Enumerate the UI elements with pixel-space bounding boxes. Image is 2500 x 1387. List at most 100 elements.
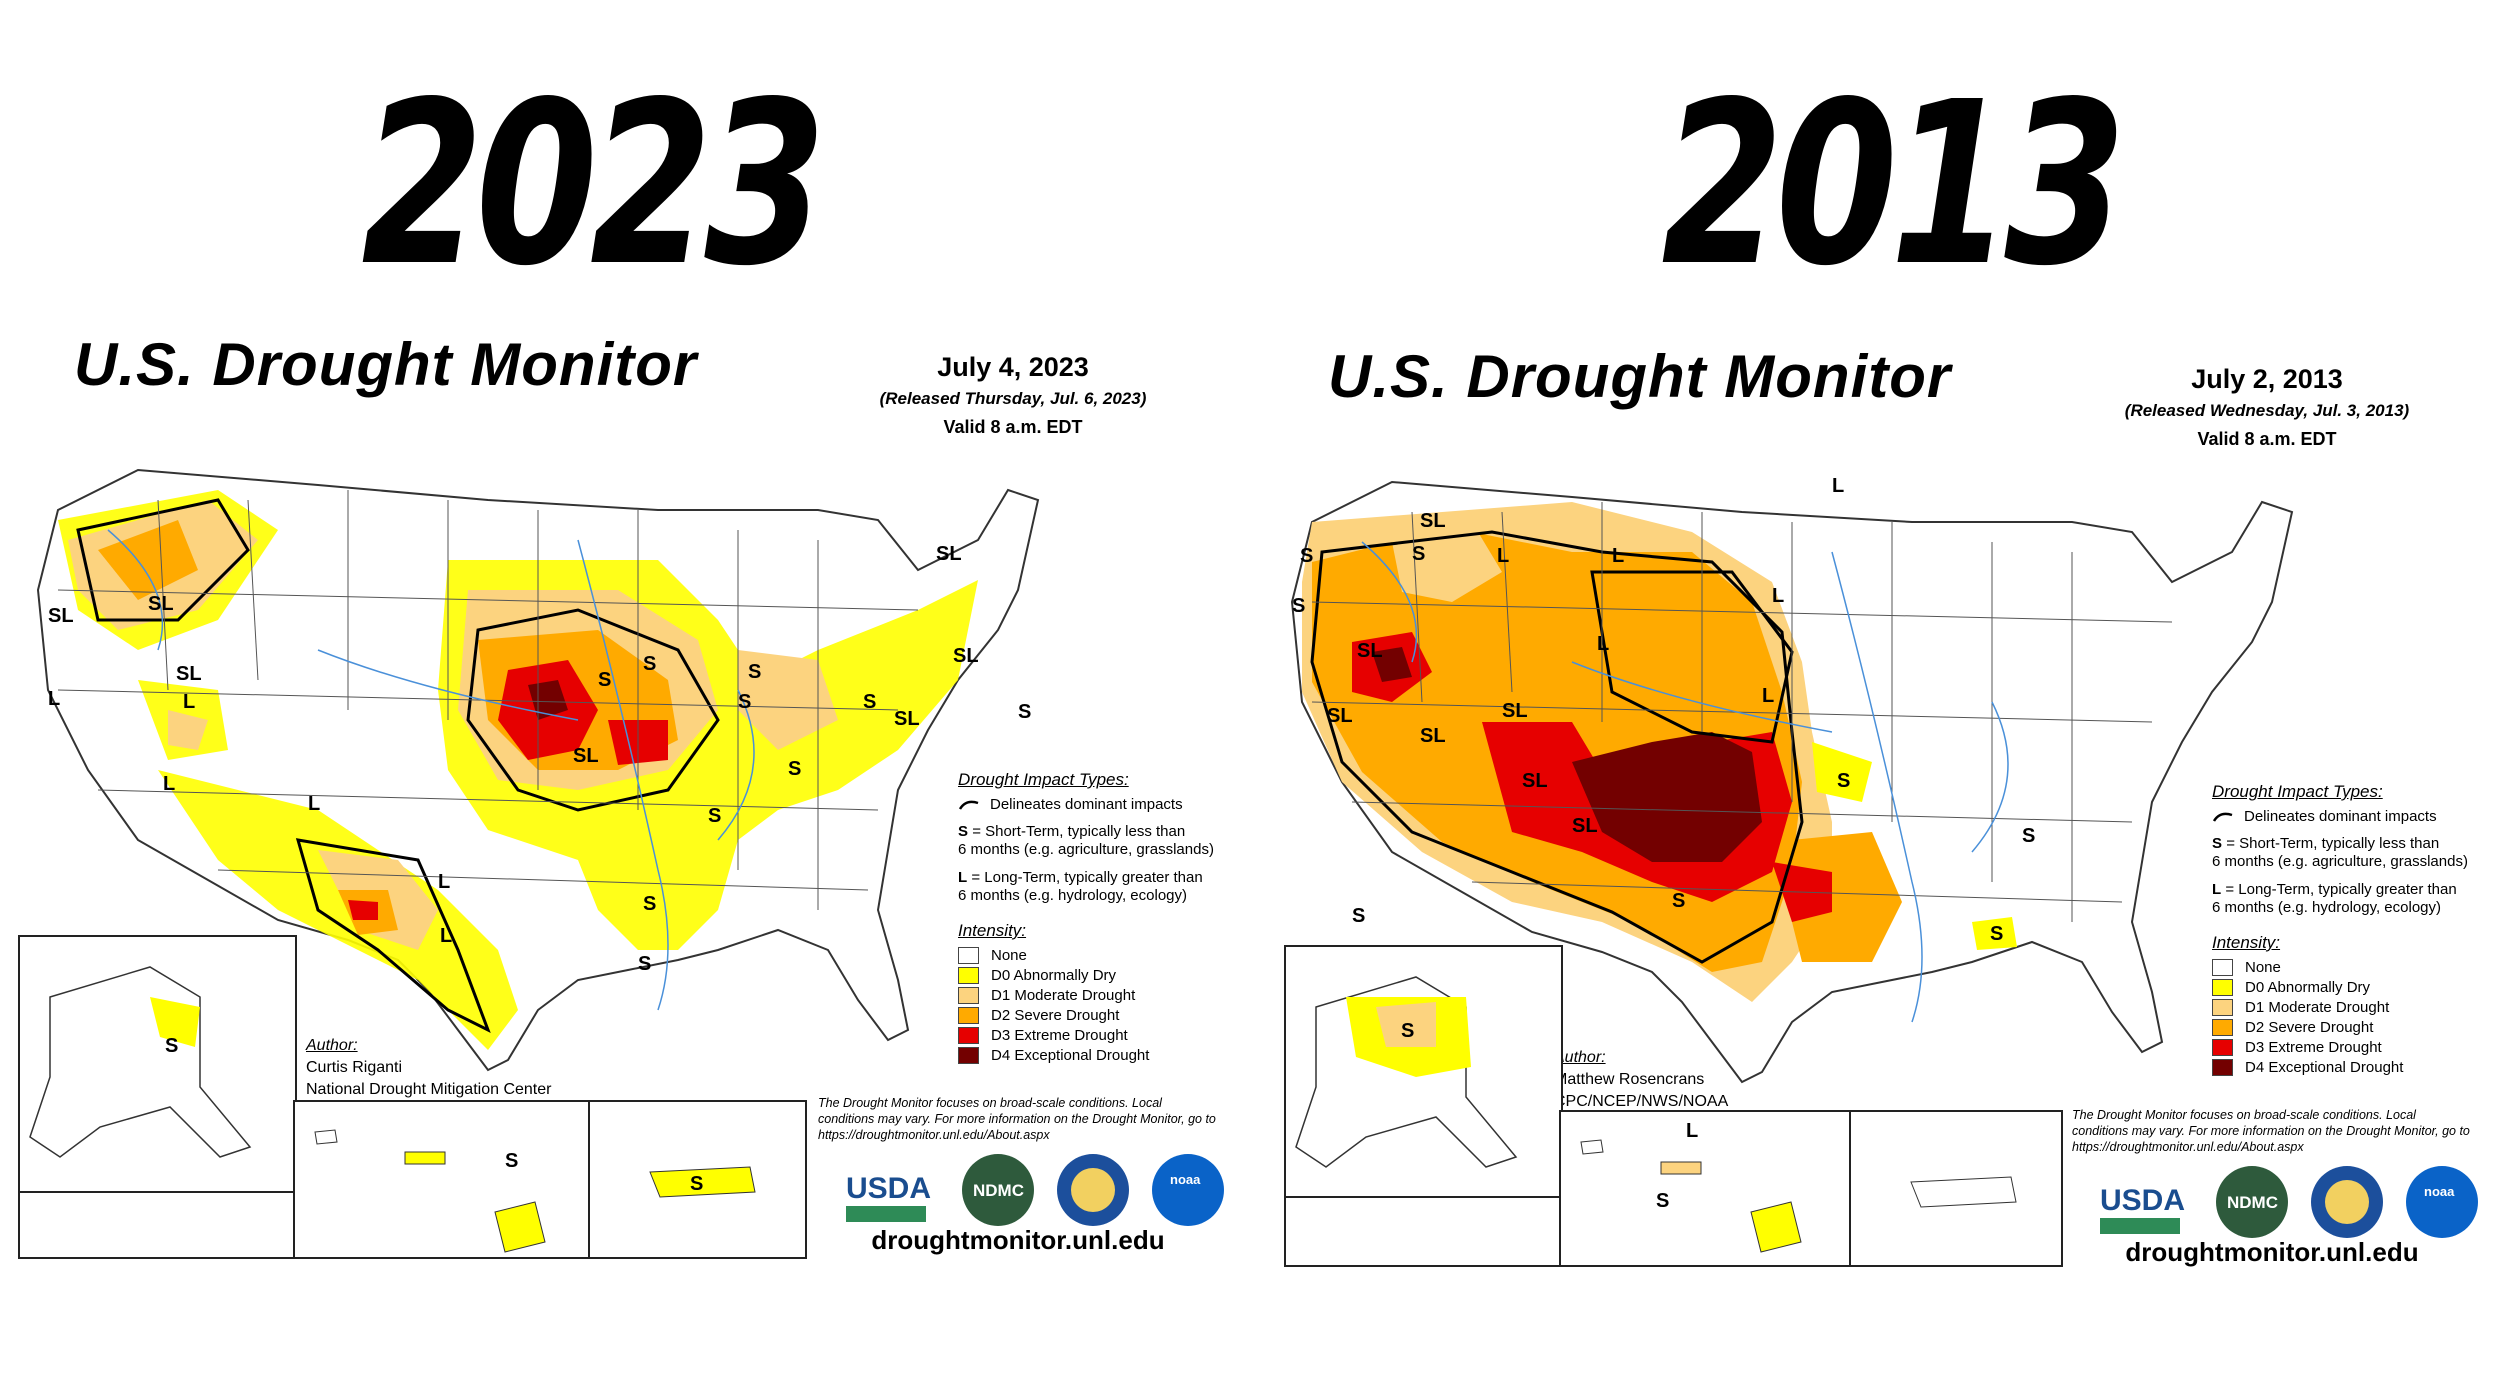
impact-label: S [1300, 545, 1313, 567]
d2-region [1772, 832, 1902, 962]
website-url: droughtmonitor.unl.edu [2125, 1237, 2419, 1267]
conus-drought-map: S S SL L S SL L L L SL SL SL L SL S SL S… [1290, 475, 2294, 1084]
disclaimer: The Drought Monitor focuses on broad-sca… [2072, 1108, 2470, 1154]
impact-label: SL [1357, 640, 1383, 662]
rivers [1361, 541, 2009, 1023]
impact-label: S [748, 661, 761, 683]
release-date: (Released Wednesday, Jul. 3, 2013) [2124, 401, 2410, 420]
d4-region [1372, 647, 1412, 682]
ndmc-logo-text: NDMC [2227, 1193, 2278, 1212]
impact-label: S [1672, 890, 1685, 912]
map-title: U.S. Drought Monitor [1328, 343, 1952, 410]
impact-label: SL [48, 605, 74, 627]
legend-label: D0 Abnormally Dry [2245, 979, 2371, 996]
legend-label: D3 Extreme Drought [2245, 1039, 2382, 1056]
legend-item: None [2212, 959, 2500, 976]
valid-time: Valid 8 a.m. EDT [2197, 429, 2337, 449]
logos-row: USDA NDMC noaa [2100, 1166, 2478, 1238]
impact-label: SL [1327, 705, 1353, 727]
alaska-inset: S [18, 935, 297, 1259]
boundary-line-icon [958, 800, 979, 810]
valid-time: Valid 8 a.m. EDT [943, 417, 1083, 437]
legend-item: D2 Severe Drought [958, 1007, 1288, 1024]
agency-logos: USDA NDMC noaa [2092, 1162, 2492, 1242]
delineates-text: Delineates dominant impacts [2244, 808, 2437, 825]
intensity-heading: Intensity: [2212, 933, 2281, 952]
delineates-row: Delineates dominant impacts [2212, 808, 2500, 825]
swatch-d3 [958, 1027, 979, 1044]
swatch-d3 [2212, 1039, 2233, 1056]
impact-label: SL [573, 745, 599, 767]
short-term-desc: S = Short-Term, typically less than 6 mo… [958, 823, 1288, 859]
impact-label: S [708, 805, 721, 827]
puerto-rico-map: S [649, 1166, 756, 1198]
author-heading: Author: [306, 1037, 358, 1054]
impact-label: SL [148, 593, 174, 615]
conus-drought-map: SL SL L SL L S S S S SL S S SL L L L S S… [36, 468, 1040, 1072]
impact-label: L [1686, 1120, 1698, 1142]
swatch-d2 [958, 1007, 979, 1024]
swatch-d4 [2212, 1059, 2233, 1076]
agency-logos: USDA NDMC noaa [838, 1150, 1238, 1230]
alaska-map: S [1286, 976, 1561, 1198]
year-heading-2023: 2023 [361, 54, 826, 316]
d2-region [98, 520, 198, 600]
delineates-text: Delineates dominant impacts [990, 796, 1183, 813]
short-term-text-2: 6 months (e.g. agriculture, grasslands) [2212, 853, 2468, 870]
impact-label: L [183, 691, 195, 713]
impact-label: SL [1572, 815, 1598, 837]
impact-label: L [1772, 585, 1784, 607]
long-term-key: L [958, 869, 968, 886]
legend-label: None [2245, 959, 2281, 976]
puerto-rico-inset [1849, 1110, 2063, 1267]
puerto-rico-inset: S [588, 1100, 807, 1259]
impact-label: SL [176, 663, 202, 685]
delineates-row: Delineates dominant impacts [958, 796, 1288, 813]
noaa-logo [1152, 1154, 1224, 1226]
author-block: Author: Matthew Rosencrans CPC/NCEP/NWS/… [1554, 1047, 1728, 1113]
map-title: U.S. Drought Monitor [74, 331, 698, 398]
impact-label: L [163, 773, 175, 795]
map-legend: Drought Impact Types: Delineates dominan… [958, 770, 1288, 1067]
short-term-text: = Short-Term, typically less than [972, 823, 1186, 840]
d0-region [158, 770, 518, 1050]
noaa-logo-text: noaa [1170, 1172, 1201, 1187]
hawaii-inset: S [293, 1100, 592, 1259]
long-term-text: = Long-Term, typically greater than [2225, 881, 2457, 898]
impact-label: S [638, 953, 651, 975]
state-boundaries [1311, 502, 2173, 922]
impact-labels: SL SL L SL L S S S S SL S S SL L L L S S… [48, 543, 1031, 975]
swatch-d1 [958, 987, 979, 1004]
impact-label: S [2022, 825, 2035, 847]
impact-boundary [76, 498, 250, 622]
impact-label: S [1837, 770, 1850, 792]
impact-types-heading: Drought Impact Types: [958, 770, 1129, 789]
alaska-inset: S [1284, 945, 1563, 1267]
impact-label: SL [953, 645, 979, 667]
long-term-key: L [2212, 881, 2222, 898]
impact-label: S [1401, 1020, 1414, 1042]
impact-label: SL [1502, 700, 1528, 722]
ndmc-logo-text: NDMC [973, 1181, 1024, 1200]
impact-boundary [295, 838, 491, 1034]
hawaii-map: S [314, 1129, 546, 1253]
impact-label: S [1018, 701, 1031, 723]
impact-boundary [1590, 570, 1794, 744]
swatch-none [2212, 959, 2233, 976]
short-term-text-2: 6 months (e.g. agriculture, grasslands) [958, 841, 1214, 858]
long-term-desc: L = Long-Term, typically greater than 6 … [958, 869, 1288, 905]
d1-region [168, 710, 208, 750]
ndmc-logo [962, 1154, 1034, 1226]
release-date: (Released Thursday, Jul. 6, 2023) [879, 389, 1147, 408]
d1-region [738, 650, 838, 750]
impact-label: S [1990, 923, 2003, 945]
impact-label: SL [894, 708, 920, 730]
usda-logo: USDA [846, 1172, 931, 1205]
date-block: July 2, 2013 (Released Wednesday, Jul. 3… [2112, 364, 2422, 450]
impact-types-heading: Drought Impact Types: [2212, 782, 2383, 801]
legend-item: D2 Severe Drought [2212, 1019, 2500, 1036]
legend-label: D4 Exceptional Drought [2245, 1059, 2404, 1076]
drought-map-panel-2013: U.S. Drought Monitor July 2, 2013 (Relea… [1272, 342, 2478, 1272]
legend-item: None [958, 947, 1288, 964]
legend-label: D2 Severe Drought [2245, 1019, 2374, 1036]
